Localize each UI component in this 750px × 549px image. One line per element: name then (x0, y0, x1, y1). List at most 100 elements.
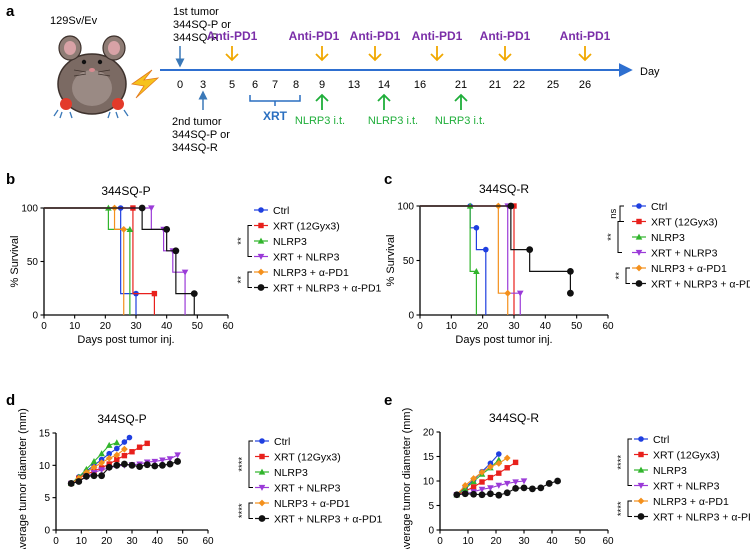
panel-c-series-2-line (420, 205, 477, 315)
panel-e-ytick-label: 20 (423, 428, 435, 439)
panel-d-series-4-point (105, 454, 113, 462)
day-21b: 21 (489, 79, 501, 91)
panel-d-series-4-point (90, 463, 98, 471)
panel-d-xtick-label: 60 (202, 536, 214, 547)
panel-e-series-5-point (503, 489, 511, 497)
panel-b-series-5 (44, 204, 198, 315)
panel-d-series-0-point (121, 439, 128, 445)
panel-c-series-1-line (420, 205, 515, 315)
panel-e-ytick-label: 15 (423, 452, 435, 463)
panel-b-legend-swatch-marker (258, 207, 264, 213)
panel-b-legend-swatch-marker (257, 253, 265, 260)
panel-e-series-3-point (520, 478, 528, 485)
panel-e-legend-swatch-marker (637, 466, 645, 473)
panel-b-series-1 (44, 205, 158, 315)
panel-e-ytick-label: 5 (428, 501, 434, 512)
panel-b-xtick-label: 20 (100, 321, 112, 332)
panel-b-legend-swatch-marker (257, 268, 265, 276)
panel-b-series-3-point (181, 269, 189, 276)
first-tumor-line3: 344SQ-R (173, 32, 219, 44)
panel-d-legend-entry: Ctrl (274, 436, 290, 448)
first-tumor-line1: 1st tumor (173, 6, 219, 18)
first-tumor-annotation: 1st tumor 344SQ-P or 344SQ-R (173, 6, 231, 68)
panel-c-significance-bracket (619, 205, 624, 222)
panel-c-legend-entry: XRT + NLRP3 (651, 247, 718, 259)
panel-e-series-5-point (537, 484, 545, 492)
panel-d-series-5-point (121, 460, 128, 468)
panel-d-significance-label: **** (237, 457, 248, 472)
panel-c-series-2 (420, 202, 480, 315)
panel-d-series-2-point (83, 465, 90, 472)
day-0: 0 (177, 79, 183, 91)
panel-d-xtick-label: 20 (101, 536, 113, 547)
panel-b-ylabel: % Survival (9, 236, 21, 288)
panel-e-series-3-point (478, 486, 486, 493)
mouse-strain-label: 129Sv/Ev (50, 15, 98, 27)
panel-c-legend-swatch-marker (635, 264, 643, 272)
panel-b-series-5-point (163, 226, 171, 233)
panel-e-xtick-label: 10 (462, 536, 474, 547)
panel-d-series-1-point (129, 449, 135, 455)
panel-d-series-3-point (159, 457, 166, 464)
panel-d-series-5-point (166, 460, 174, 468)
panel-c-series-0 (420, 203, 489, 315)
anti-pd1-label-d14: Anti-PD1 (350, 29, 401, 43)
day-5: 5 (229, 79, 235, 91)
panel-c-significance-bracket (617, 221, 622, 253)
panel-c-xtick-label: 20 (477, 321, 489, 332)
panel-c-significance-label: ** (614, 272, 625, 280)
day-26: 26 (579, 79, 591, 91)
panel-d-legend-swatch-marker (259, 453, 265, 460)
panel-c-series-5 (420, 202, 574, 297)
panel-e-xtick-label: 0 (437, 536, 443, 547)
panel-d-legend: Ctrl XRT (12Gyx3) NLRP3 XRT + NLRP3 NLRP3 + … (237, 436, 383, 526)
panel-b-series-5-point (138, 204, 146, 212)
panel-b-significance-label: ** (236, 237, 247, 245)
panel-c-xtick-label: 40 (540, 321, 552, 332)
anti-pd1-arrows (225, 46, 592, 62)
panel-d-series-5-point (83, 472, 90, 480)
panel-d-series-5-point (67, 480, 75, 487)
panel-d-series-5-point (75, 478, 83, 485)
panel-c-xtick-label: 10 (446, 321, 458, 332)
panel-e-legend: Ctrl XRT (12Gyx3) NLRP3 XRT + NLRP3 NLRP3 + … (616, 434, 750, 524)
panel-e-series-5-point (529, 485, 536, 493)
panel-d-series-2-point (113, 439, 121, 446)
panel-b-legend-entry: NLRP3 + α-PD1 (273, 267, 349, 279)
panel-e-series-1-point (512, 459, 519, 466)
panel-d-significance-label: **** (237, 503, 248, 518)
panel-b-series-3-line (44, 207, 186, 315)
panel-b-significance-label: ** (236, 276, 247, 284)
day-21a: 21 (455, 79, 467, 91)
panel-d-series-5-point (151, 462, 159, 470)
panel-e-xtick-label: 30 (518, 536, 530, 547)
anti-pd1-arrow-d21 (498, 46, 512, 62)
panel-d-series-0-point (114, 445, 120, 452)
second-tumor-line1: 2nd tumor (172, 116, 222, 128)
panel-d-series-5-point (159, 461, 166, 469)
panel-d-series-1-point (114, 456, 120, 463)
panel-d-legend-entry: NLRP3 + α-PD1 (274, 498, 350, 510)
panel-b-series-3-point (148, 205, 155, 212)
panel-e-legend-entry: XRT (12Gyx3) (653, 449, 720, 461)
nlrp3-arrow-d9 (315, 93, 329, 110)
panel-c-series-4 (420, 202, 512, 315)
panel-e-legend-entry: XRT + NLRP3 + α-PD1 (653, 511, 750, 523)
panel-e-ylabel: Average tumor diameter (mm) (401, 408, 413, 549)
panel-d-legend-swatch-marker (259, 438, 265, 444)
panel-e-series-3-point (503, 480, 511, 487)
panel-d-series-5 (67, 458, 182, 487)
panel-e-series-1-point (470, 484, 477, 490)
panel-c-xtick-label: 50 (571, 321, 583, 332)
panel-c-legend-entry: XRT (12Gyx3) (651, 216, 718, 228)
second-tumor-line2: 344SQ-P or (172, 129, 230, 141)
timeline-day-label: Day (640, 66, 660, 78)
panel-e-significance-label: **** (616, 501, 627, 516)
panel-b-xtick-label: 10 (69, 321, 81, 332)
panel-b-significance-bracket (247, 271, 252, 288)
day-13: 13 (348, 79, 360, 91)
nlrp3-label-d14: NLRP3 i.t. (368, 115, 418, 127)
panel-d-series-5-point (98, 472, 105, 480)
panel-e-xtick-label: 60 (602, 536, 614, 547)
